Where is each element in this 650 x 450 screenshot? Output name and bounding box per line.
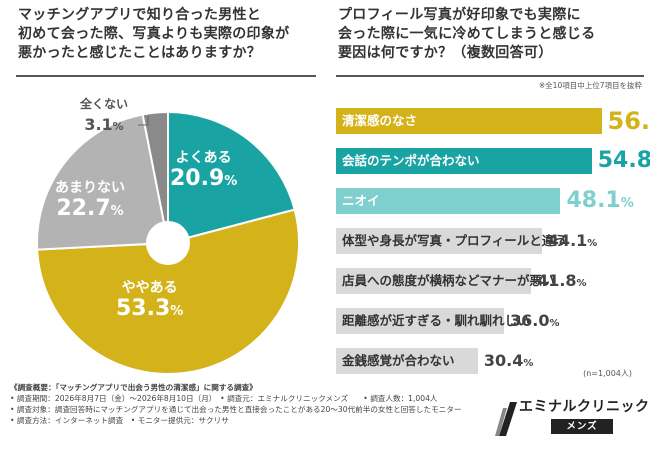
bar-value-label: 54.8% <box>598 148 650 177</box>
sample-size: (n=1,004人) <box>583 369 632 378</box>
logo-name: エミナルクリニック <box>519 399 650 415</box>
multi-answer-note: （複数回答可） <box>452 45 553 61</box>
bar-fill <box>336 348 478 374</box>
bar-value-label: 48.1% <box>566 188 633 217</box>
survey-line: • 調査対象：調査回答時にマッチングアプリを通じて出会った男性と直接会ったことが… <box>10 405 462 414</box>
divider <box>336 75 644 77</box>
bar-question: プロフィール写真が好印象でも実際に 会った際に一気に冷めてしまうと感じる 要因は… <box>338 6 643 63</box>
pie-slice-name: あまりない <box>55 180 125 196</box>
bar-value-number: 48.1 <box>566 188 621 213</box>
pie-slice-number: 22.7 <box>56 196 111 221</box>
bar-category-label: 清潔感のなさ <box>342 113 418 128</box>
logo-sub: メンズ <box>551 419 613 434</box>
pie-chart: よくある 20.9% ややある 53.3% あまりない 22.7% 全くない 3… <box>0 80 330 380</box>
bar-row: 会話のテンポが合わない 54.8% <box>336 148 650 177</box>
left-panel: マッチングアプリで知り合った男性と 初めて会った際、写真よりも実際の印象が 悪か… <box>0 0 330 380</box>
bar-value-label: 30.4% <box>484 348 534 377</box>
pie-slice-number: 3.1 <box>84 115 113 134</box>
bar-value-unit: % <box>587 238 598 249</box>
bar-value-unit: % <box>549 318 560 329</box>
pie-slice-value: 53.3% <box>116 296 183 325</box>
bar-question-line: 要因は何ですか？（複数回答可） <box>338 44 643 63</box>
pie-slice-number: 20.9 <box>170 166 225 191</box>
bar-fill <box>336 268 532 294</box>
pie-slice-unit: % <box>224 174 238 189</box>
top7-note: ※全10項目中上位7項目を抜粋 <box>538 81 642 90</box>
bar-category-label: 金銭感覚が合わない <box>342 353 455 368</box>
bar-category-label: 体型や身長が写真・プロフィールと違う <box>342 233 567 248</box>
pie-label-mattakunai: 全くない 3.1% <box>80 96 128 140</box>
logo-mark-icon <box>495 402 517 436</box>
pie-center-hole <box>146 221 190 265</box>
pie-leader-line <box>138 116 149 126</box>
bar-value-label: 44.1% <box>548 228 598 257</box>
bar-fill <box>336 188 561 214</box>
pie-question: マッチングアプリで知り合った男性と 初めて会った際、写真よりも実際の印象が 悪か… <box>18 6 328 63</box>
pie-label-amarinai: あまりない 22.7% <box>55 180 125 225</box>
bar-value-number: 30.4 <box>483 351 524 370</box>
bar-row: 金銭感覚が合わない 30.4% <box>336 348 648 374</box>
bar-value-number: 44.1 <box>547 231 588 250</box>
pie-label-yokuaru: よくある 20.9% <box>170 150 237 195</box>
bar-fill <box>336 308 504 334</box>
pie-question-line: 初めて会った際、写真よりも実際の印象が <box>18 26 290 42</box>
pie-question-line: 悪かったと感じたことはありますか？ <box>18 45 262 61</box>
pie-slice-amarinai <box>36 113 170 251</box>
bar-category-label: 距離感が近すぎる・馴れ馴れしい <box>342 313 530 328</box>
pie-slice-unit: % <box>110 204 124 219</box>
bar-category-label: 店員への態度が横柄などマナーが悪い <box>342 273 555 288</box>
bar-value-number: 56.9 <box>607 107 650 135</box>
bar-value-unit: % <box>620 196 634 211</box>
pie-slice-name: ややある <box>121 280 178 296</box>
right-panel: プロフィール写真が好印象でも実際に 会った際に一気に冷めてしまうと感じる 要因は… <box>332 0 650 380</box>
bar-question-line: 会った際に一気に冷めてしまうと感じる <box>338 26 596 42</box>
pie-slice-mattakunai <box>141 110 169 244</box>
pie-question-line: マッチングアプリで知り合った男性と <box>18 7 262 23</box>
survey-line: • 調査期間：2026年8月7日（金）〜2026年8月10日（月） • 調査元：… <box>10 394 438 403</box>
bar-value-number: 54.8 <box>597 148 650 173</box>
bar-row: 体型や身長が写真・プロフィールと違う 44.1% <box>336 228 648 254</box>
survey-title: 《調査概要：「マッチングアプリで出会う男性の清潔感」に関する調査》 <box>10 383 257 392</box>
pie-slice-yayaaru <box>36 208 300 375</box>
bar-fill <box>336 108 602 134</box>
pie-slice-name: 全くない <box>80 97 129 111</box>
bar-value-label: 36.0% <box>510 308 560 337</box>
divider <box>16 75 316 77</box>
bar-question-line-end: 要因は何ですか？ <box>338 45 453 61</box>
bar-row: 距離感が近すぎる・馴れ馴れしい 36.0% <box>336 308 648 334</box>
clinic-logo: エミナルクリニック メンズ <box>495 396 649 446</box>
bar-value-unit: % <box>523 358 534 369</box>
bar-value-number: 41.8 <box>537 271 577 290</box>
bar-value-number: 36.0 <box>510 311 550 330</box>
bar-category-label: 会話のテンポが合わない <box>342 153 480 168</box>
survey-line: • 調査方法：インターネット調査 • モニター提供元：サクリサ <box>10 416 229 425</box>
bar-question-line: プロフィール写真が好印象でも実際に <box>338 7 581 23</box>
pie-slice-unit: % <box>112 120 124 133</box>
bar-value-label: 41.8% <box>537 268 587 297</box>
pie-label-yayaaru: ややある 53.3% <box>116 280 183 325</box>
bar-fill <box>336 228 542 254</box>
bar-value-unit: % <box>576 278 587 289</box>
pie-slice-number: 53.3 <box>116 296 171 321</box>
pie-slice-value: 20.9% <box>170 166 237 195</box>
pie-slice-value: 22.7% <box>55 196 125 225</box>
survey-summary: 《調査概要：「マッチングアプリで出会う男性の清潔感」に関する調査》 • 調査期間… <box>10 382 470 426</box>
pie-slice-unit: % <box>170 304 184 319</box>
pie-chart-svg <box>36 110 300 375</box>
bar-category-label: ニオイ <box>342 193 380 208</box>
bar-fill <box>336 148 592 174</box>
bar-row: 店員への態度が横柄などマナーが悪い 41.8% <box>336 268 648 294</box>
pie-slice-yokuaru <box>167 110 296 245</box>
bar-row: ニオイ 48.1% <box>336 188 648 214</box>
pie-slice-value: 3.1% <box>80 112 128 140</box>
pie-slice-name: よくある <box>175 150 232 166</box>
bar-value-label: 56.9% <box>608 108 650 138</box>
